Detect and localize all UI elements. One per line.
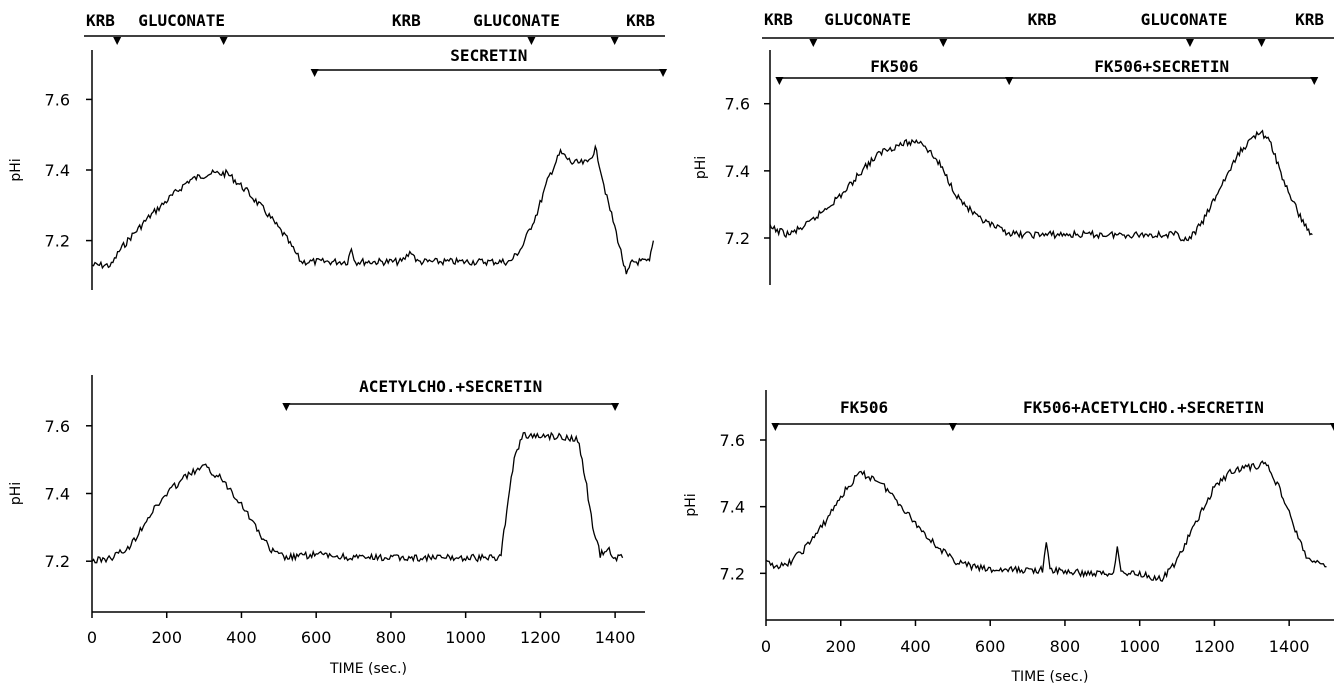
treatment-marker xyxy=(948,423,957,431)
x-tick-label: 1200 xyxy=(520,628,561,647)
treatment-marker xyxy=(1005,77,1014,85)
treatment-label: FK506+ACETYLCHO.+SECRETIN xyxy=(1023,398,1264,417)
y-tick-label: 7.4 xyxy=(45,485,70,504)
treatment-marker xyxy=(1330,423,1334,431)
solution-label: KRB xyxy=(392,11,421,30)
treatment-label: FK506 xyxy=(840,398,888,417)
y-tick-label: 7.6 xyxy=(45,417,70,436)
x-tick-label: 600 xyxy=(975,637,1006,656)
treatment-marker xyxy=(282,403,291,411)
y-tick-label: 7.2 xyxy=(45,232,70,251)
panel-3: 7.6 7.4 7.2 pHi 0 200 400 600 800 1000 1200 1400 TIM… xyxy=(8,375,645,677)
panel-1: 7.6 7.4 7.2 pHi KRB GLUCONATE KRB GLUCONATE KRB S… xyxy=(8,11,668,290)
y-tick-label: 7.2 xyxy=(720,564,745,583)
x-tick-label: 600 xyxy=(301,628,332,647)
x-tick-label: 200 xyxy=(151,628,182,647)
x-tick-label: 200 xyxy=(825,637,856,656)
phi-trace xyxy=(91,144,655,275)
y-tick-label: 7.2 xyxy=(45,552,70,571)
x-tick-label: 1400 xyxy=(1269,637,1310,656)
x-tick-label: 400 xyxy=(900,637,931,656)
solution-label: KRB xyxy=(764,10,793,29)
solution-marker xyxy=(610,37,619,45)
treatment-label: ACETYLCHO.+SECRETIN xyxy=(359,377,542,396)
solution-label: GLUCONATE xyxy=(1141,10,1228,29)
y-tick-label: 7.6 xyxy=(720,431,745,450)
treatment-marker xyxy=(771,423,780,431)
solution-marker xyxy=(113,37,122,45)
solution-marker xyxy=(809,39,818,47)
y-tick-label: 7.4 xyxy=(725,162,750,181)
solution-marker xyxy=(939,39,948,47)
solution-label: GLUCONATE xyxy=(473,11,560,30)
treatment-marker xyxy=(310,69,319,77)
treatment-label: FK506 xyxy=(870,57,918,76)
y-axis-label: pHi xyxy=(693,156,709,179)
panel-2: 7.6 7.4 7.2 pHi KRB GLUCONATE KRB GLUCONATE KRB F… xyxy=(693,10,1334,285)
solution-label: GLUCONATE xyxy=(824,10,911,29)
phi-trace xyxy=(769,129,1313,242)
phi-trace xyxy=(765,460,1327,583)
y-tick-label: 7.6 xyxy=(725,95,750,114)
solution-label: GLUCONATE xyxy=(138,11,225,30)
y-axis-label: pHi xyxy=(8,158,24,181)
x-tick-label: 0 xyxy=(87,628,97,647)
solution-marker xyxy=(1257,39,1266,47)
panel-4: 7.6 7.4 7.2 pHi 0 200 400 600 800 1000 1200 1400 TIM… xyxy=(683,390,1334,685)
treatment-marker xyxy=(611,403,620,411)
phi-trace xyxy=(91,431,624,564)
treatment-marker xyxy=(1310,77,1319,85)
y-tick-label: 7.2 xyxy=(725,229,750,248)
x-axis-label: TIME (sec.) xyxy=(329,661,407,677)
treatment-marker xyxy=(775,77,784,85)
y-axis-label: pHi xyxy=(8,482,24,505)
treatment-label: SECRETIN xyxy=(450,46,527,65)
y-tick-label: 7.4 xyxy=(720,498,745,517)
y-tick-label: 7.4 xyxy=(45,161,70,180)
x-tick-label: 1400 xyxy=(595,628,636,647)
solution-marker xyxy=(219,37,228,45)
y-tick-label: 7.6 xyxy=(45,90,70,109)
y-axis-label: pHi xyxy=(683,493,699,516)
solution-marker xyxy=(527,37,536,45)
x-tick-label: 400 xyxy=(226,628,257,647)
solution-label: KRB xyxy=(626,11,655,30)
solution-marker xyxy=(1185,39,1194,47)
x-tick-label: 1000 xyxy=(1119,637,1160,656)
x-tick-label: 0 xyxy=(761,637,771,656)
solution-label: KRB xyxy=(1028,10,1057,29)
solution-label: KRB xyxy=(86,11,115,30)
solution-label: KRB xyxy=(1295,10,1324,29)
x-axis-label: TIME (sec.) xyxy=(1010,669,1088,685)
x-tick-label: 800 xyxy=(376,628,407,647)
treatment-marker xyxy=(659,69,668,77)
treatment-label: FK506+SECRETIN xyxy=(1094,57,1229,76)
x-tick-label: 800 xyxy=(1050,637,1081,656)
x-tick-label: 1200 xyxy=(1194,637,1235,656)
x-tick-label: 1000 xyxy=(445,628,486,647)
